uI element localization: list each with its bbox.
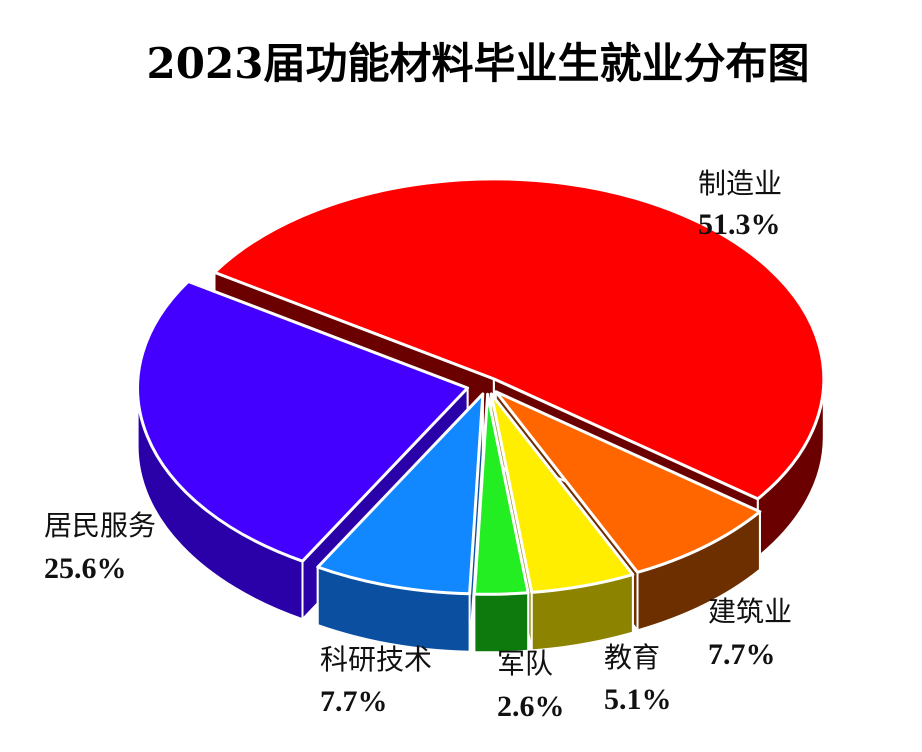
slice-research bbox=[316, 392, 485, 596]
slice-label-construction: 建筑业 bbox=[708, 595, 792, 628]
slice-military bbox=[472, 392, 530, 596]
slice-manufacturing bbox=[212, 177, 826, 501]
slice-value-resident-services: 25.6% bbox=[44, 552, 127, 585]
slice-label-education: 教育 bbox=[604, 641, 660, 674]
slice-label-military: 军队 bbox=[497, 647, 553, 680]
slice-value-education: 5.1% bbox=[604, 683, 672, 716]
slice-label-research: 科研技术 bbox=[320, 643, 432, 676]
label-layer: 制造业 51.3% 建筑业 7.7% 教育 5.1% 军队 2.6% 科研技术 … bbox=[44, 167, 792, 723]
slice-value-research: 7.7% bbox=[320, 685, 388, 718]
slice-value-construction: 7.7% bbox=[708, 638, 776, 671]
slice-value-manufacturing: 51.3% bbox=[698, 208, 781, 241]
slice-education bbox=[489, 392, 635, 594]
slice-label-manufacturing: 制造业 bbox=[698, 167, 782, 200]
slice-resident-services bbox=[136, 279, 470, 563]
slice-label-resident-services: 居民服务 bbox=[44, 509, 156, 542]
chart-title: 2023届功能材料毕业生就业分布图 bbox=[147, 39, 810, 88]
pie-layer bbox=[136, 177, 826, 654]
slice-construction bbox=[494, 390, 762, 574]
slice-value-military: 2.6% bbox=[497, 690, 565, 723]
